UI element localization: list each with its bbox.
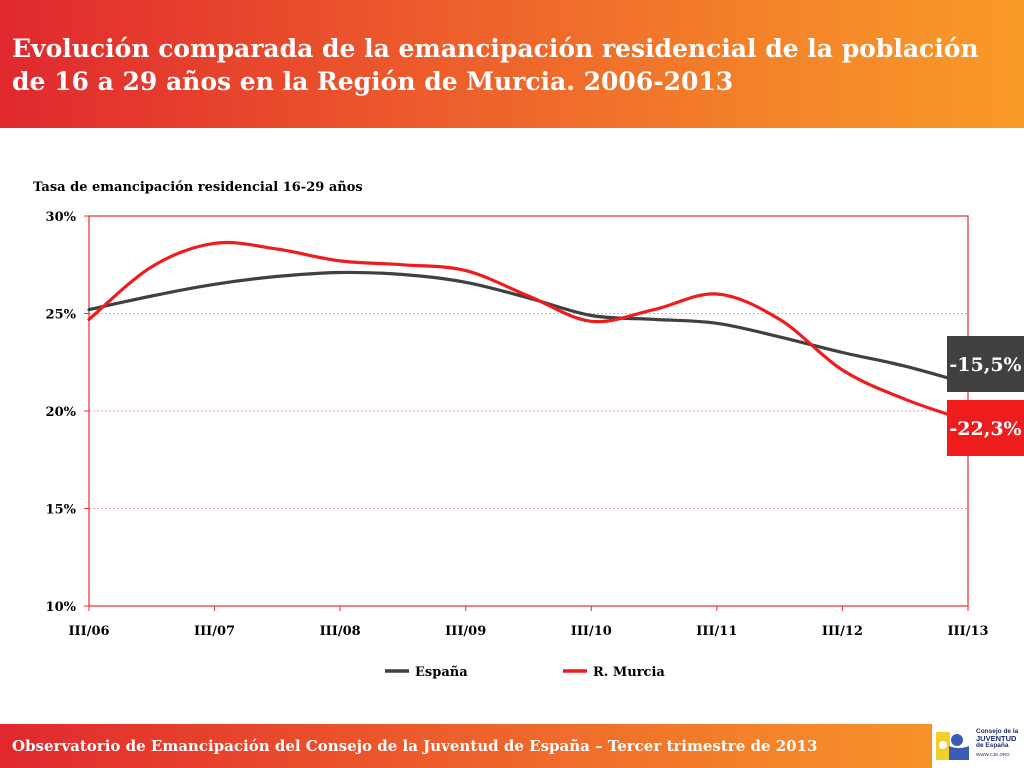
x-tick-label: III/06 [68, 624, 109, 639]
legend-label-espa-a: España [415, 665, 468, 680]
end-label-box-r-murcia [947, 400, 1024, 456]
logo-line-2: JUVENTUD [976, 734, 1017, 743]
y-tick-label: 15% [46, 503, 77, 518]
chart-area: Tasa de emancipación residencial 16-29 a… [0, 160, 1024, 700]
x-tick-label: III/10 [571, 624, 612, 639]
footer-text: Observatorio de Emancipación del Consejo… [12, 737, 818, 755]
series-line-r-murcia [87, 240, 970, 423]
x-tick-label: III/07 [194, 624, 235, 639]
y-tick-label: 20% [46, 405, 77, 420]
y-tick-label: 25% [46, 308, 77, 323]
x-tick-label: III/13 [947, 624, 988, 639]
plot-border [88, 215, 969, 607]
logo-line-1: Consejo de la [976, 728, 1019, 735]
x-tick-label: III/09 [445, 624, 486, 639]
cje-logo-icon [935, 728, 973, 764]
cje-logo: Consejo de la JUVENTUD de España WWW.CJE… [932, 724, 1024, 768]
chart-title: Tasa de emancipación residencial 16-29 a… [33, 180, 363, 195]
page-title-line-2: de 16 a 29 años en la Región de Murcia. … [12, 67, 734, 96]
x-tick-label: III/11 [696, 624, 737, 639]
page-title-line-1: Evolución comparada de la emancipación r… [12, 34, 979, 63]
footer-banner: Observatorio de Emancipación del Consejo… [0, 724, 1024, 768]
logo-url: WWW.CJE.ORG [976, 752, 1010, 757]
end-label-espa-a: -15,5% [949, 354, 1021, 376]
x-tick-label: III/08 [320, 624, 361, 639]
end-label-r-murcia: -22,3% [949, 418, 1021, 440]
y-tick-label: 30% [46, 210, 77, 225]
end-label-box-espa-a [947, 336, 1024, 392]
header-banner: Evolución comparada de la emancipación r… [0, 0, 1024, 128]
y-tick-label: 10% [46, 600, 77, 615]
x-tick-label: III/12 [822, 624, 863, 639]
page-title: Evolución comparada de la emancipación r… [12, 32, 1012, 98]
cje-logo-text: Consejo de la JUVENTUD de España WWW.CJE… [976, 728, 1024, 758]
line-chart: Tasa de emancipación residencial 16-29 a… [33, 180, 1024, 680]
legend-label-r-murcia: R. Murcia [593, 665, 665, 680]
logo-line-3: de España [976, 742, 1009, 749]
